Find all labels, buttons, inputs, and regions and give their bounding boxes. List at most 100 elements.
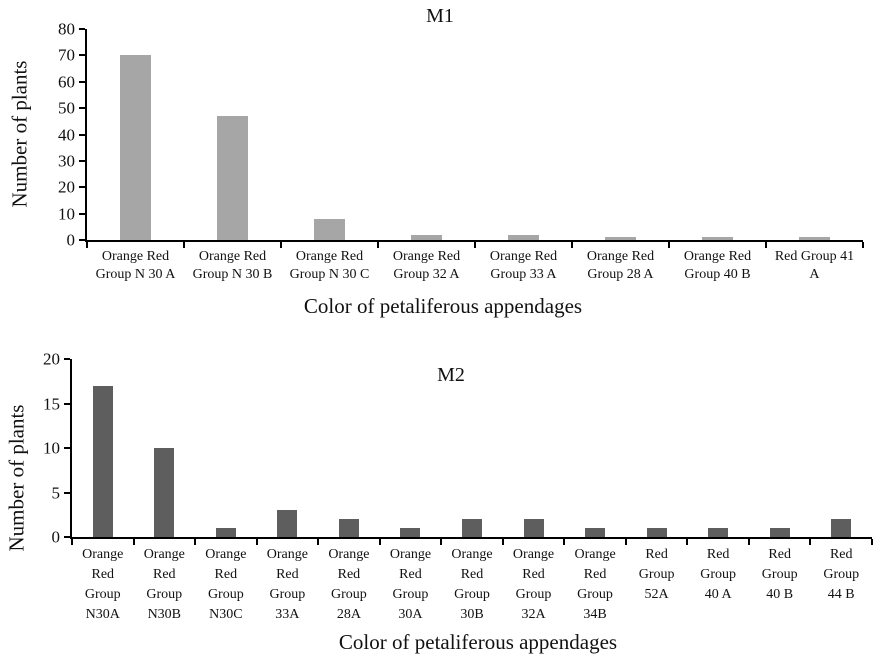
x-category-label-line: Group N 30 B xyxy=(192,267,273,282)
x-category-label-line: Group xyxy=(146,587,183,602)
x-category-label-line: 44 B xyxy=(827,587,855,602)
bar xyxy=(585,528,606,537)
y-axis-tick xyxy=(79,239,85,241)
y-tick-label: 0 xyxy=(51,527,61,547)
y-axis-tick xyxy=(64,358,70,360)
bar xyxy=(400,528,421,537)
x-category-label-line: Orange Red xyxy=(392,249,461,264)
x-category-label-line: 40 A xyxy=(704,587,732,602)
x-category-label-line: Orange xyxy=(389,547,432,562)
x-axis-tick xyxy=(378,539,381,545)
bar xyxy=(217,116,248,240)
x-category-label-line: Orange xyxy=(328,547,370,562)
x-category-label-line: 52A xyxy=(644,587,669,602)
bar xyxy=(338,519,359,537)
plot-area-m2: 0 5 10 15 20 Orange Red Group N30A Orange Red Group… xyxy=(43,351,873,622)
x-category-label-line: N30B xyxy=(147,607,182,622)
x-category-label-line: Group xyxy=(700,567,737,582)
x-axis-tick xyxy=(624,539,627,545)
x-axis-tick xyxy=(132,539,135,545)
x-axis-tick xyxy=(71,539,73,545)
x-axis-tick xyxy=(440,539,443,545)
x-category-label-line: Group 32 A xyxy=(393,267,460,282)
bar xyxy=(646,528,667,537)
x-category-label: Red Group 41 A xyxy=(775,248,854,284)
x-category-label-line: Red xyxy=(337,567,361,582)
chart-title-m2: M2 xyxy=(437,364,465,386)
x-category-label-line: Red xyxy=(399,567,422,582)
x-category-label: Orange Red Group 34B xyxy=(574,545,615,625)
x-axis-tick xyxy=(280,242,282,248)
x-category-label-line: Group N 30 A xyxy=(95,267,176,282)
x-category-label-line: Orange Red xyxy=(101,249,170,264)
x-category-label-line: 34B xyxy=(583,607,607,622)
x-category-label-line: Group xyxy=(761,567,798,582)
x-category-label: Orange Red Group 33A xyxy=(267,545,308,625)
x-category-label-line: 33A xyxy=(275,607,300,622)
x-axis-tick xyxy=(377,242,379,248)
bar xyxy=(708,528,729,537)
x-category-label-line: Group xyxy=(331,587,367,602)
x-category-label: Orange Red Group 28A xyxy=(328,545,369,625)
x-category-label-line: Orange xyxy=(574,547,616,562)
bar xyxy=(411,234,442,240)
x-category-label-line: Orange xyxy=(512,547,555,562)
bar xyxy=(462,519,482,537)
x-axis-tick xyxy=(686,539,689,545)
bar xyxy=(799,237,830,240)
x-axis-tick xyxy=(86,242,88,248)
y-tick-label: 70 xyxy=(58,45,75,65)
y-tick-label: 20 xyxy=(43,349,60,369)
x-category-label-line: 30A xyxy=(398,607,423,622)
x-category-label-line: Group xyxy=(454,587,490,602)
x-category-label-line: Orange Red xyxy=(198,249,267,264)
x-category-label-line: Red xyxy=(583,567,607,582)
x-category-label: Orange Red Group N 30 A xyxy=(96,248,176,284)
x-category-label: Orange Red Group 33 A xyxy=(490,248,557,284)
x-category-label-line: A xyxy=(809,267,820,282)
x-category-label-line: 40 B xyxy=(766,587,794,602)
y-axis-tick xyxy=(79,133,85,136)
x-category-label-line: Red xyxy=(276,567,299,582)
y-axis-tick xyxy=(79,28,85,30)
y-axis-tick xyxy=(79,54,85,57)
x-category-label: Orange Red Group 32A xyxy=(513,545,554,625)
x-category-label: Orange Red Group 30A xyxy=(390,545,431,625)
x-axis-tick xyxy=(668,242,670,248)
y-axis-tick xyxy=(79,107,85,110)
x-category-label-line: Orange xyxy=(205,547,247,562)
x-category-label: Red Group 52A xyxy=(639,545,675,605)
x-category-label-line: Group xyxy=(269,587,306,602)
x-category-label-line: Red Group 41 xyxy=(774,249,855,264)
x-category-label-line: Orange xyxy=(266,547,308,562)
x-category-label: Orange Red Group N30B xyxy=(144,545,185,625)
x-axis-tick xyxy=(571,242,573,248)
x-category-label: Red Group 40 B xyxy=(762,545,798,605)
x-category-label: Orange Red Group N30A xyxy=(82,545,123,625)
x-category-label-line: Orange xyxy=(451,547,493,562)
x-category-label-line: Orange Red xyxy=(586,249,655,264)
x-category-label-line: Group 33 A xyxy=(490,267,557,282)
x-category-label-line: Group N 30 C xyxy=(289,267,370,282)
y-tick-label: 10 xyxy=(43,438,60,458)
y-tick-label: 10 xyxy=(58,204,75,224)
x-axis-tick xyxy=(474,242,476,248)
x-category-label: Red Group 44 B xyxy=(823,545,859,605)
x-category-label: Orange Red Group 28 A xyxy=(587,248,654,284)
bar xyxy=(831,519,852,537)
x-category-label-line: Red xyxy=(829,547,853,562)
bar xyxy=(120,55,151,240)
x-axis-tick xyxy=(317,539,320,545)
y-tick-label: 20 xyxy=(58,177,75,197)
x-category-label-line: Group xyxy=(577,587,613,602)
bar xyxy=(508,234,539,240)
x-category-label-line: Group xyxy=(84,587,121,602)
x-axis-tick xyxy=(862,242,864,248)
x-category-label-line: 32A xyxy=(521,607,546,622)
bar xyxy=(314,218,345,240)
chart-m2: M2 Number of plants 0 5 10 15 20 Orange Red Gro… xyxy=(0,330,895,670)
x-axis-title: Color of petaliferous appendages xyxy=(303,294,583,318)
x-category-label-line: Red xyxy=(153,567,176,582)
y-tick-label: 0 xyxy=(66,230,76,250)
